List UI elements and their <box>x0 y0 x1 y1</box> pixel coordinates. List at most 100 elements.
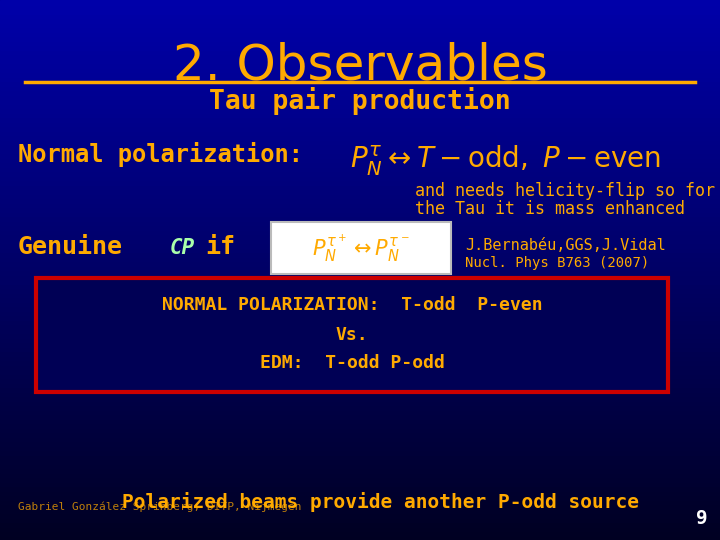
Bar <box>0 355 720 360</box>
Bar <box>0 153 720 158</box>
Bar <box>0 135 720 139</box>
Bar <box>0 58 720 63</box>
Text: 2. Observables: 2. Observables <box>173 42 547 90</box>
Bar <box>0 446 720 450</box>
Bar <box>0 148 720 153</box>
Bar <box>0 256 720 261</box>
Bar <box>0 122 720 126</box>
Text: CP: CP <box>170 238 195 258</box>
Bar <box>0 482 720 486</box>
Bar <box>0 117 720 122</box>
Text: the Tau it is mass enhanced: the Tau it is mass enhanced <box>415 200 685 218</box>
Bar <box>0 418 720 423</box>
Bar <box>0 171 720 176</box>
Bar <box>0 90 720 94</box>
Bar <box>0 288 720 293</box>
Bar <box>0 189 720 193</box>
Bar <box>0 522 720 526</box>
Bar <box>0 50 720 54</box>
Bar <box>0 351 720 355</box>
Bar <box>0 9 720 14</box>
Bar <box>0 320 720 324</box>
Text: and needs helicity-flip so for: and needs helicity-flip so for <box>415 182 715 200</box>
Bar <box>0 202 720 207</box>
Bar <box>0 450 720 455</box>
Text: Gabriel González Sprinberg, DITP, Nijmegen: Gabriel González Sprinberg, DITP, Nijmeg… <box>18 502 302 512</box>
Bar <box>0 216 720 220</box>
Text: Polarized beams provide another P-odd source: Polarized beams provide another P-odd so… <box>122 492 639 512</box>
Bar <box>0 513 720 517</box>
Bar <box>0 212 720 216</box>
Bar <box>0 85 720 90</box>
Bar <box>0 423 720 428</box>
Bar <box>0 315 720 320</box>
Bar <box>0 158 720 162</box>
Bar <box>0 180 720 185</box>
Bar <box>0 382 720 387</box>
Bar <box>0 436 720 441</box>
Bar <box>0 441 720 445</box>
Bar <box>0 293 720 297</box>
Bar <box>0 284 720 288</box>
Bar <box>0 401 720 405</box>
Bar <box>0 428 720 432</box>
Bar <box>0 509 720 513</box>
Text: 9: 9 <box>696 509 708 528</box>
Bar <box>0 18 720 23</box>
Bar <box>0 45 720 50</box>
Bar <box>0 472 720 477</box>
Bar <box>0 324 720 328</box>
Bar <box>0 166 720 171</box>
Text: NORMAL POLARIZATION:  T-odd  P-even: NORMAL POLARIZATION: T-odd P-even <box>162 296 542 314</box>
Bar <box>0 108 720 112</box>
Text: Tau pair production: Tau pair production <box>210 87 510 115</box>
Bar <box>0 347 720 351</box>
Bar <box>0 31 720 36</box>
Bar <box>0 536 720 540</box>
Bar <box>0 279 720 284</box>
Bar <box>0 405 720 409</box>
Bar <box>0 252 720 256</box>
Bar <box>0 144 720 148</box>
Bar <box>0 500 720 504</box>
Text: J.Bernabéu,GGS,J.Vidal: J.Bernabéu,GGS,J.Vidal <box>465 238 666 253</box>
Text: Genuine: Genuine <box>18 235 123 259</box>
Bar <box>0 243 720 247</box>
Bar <box>0 526 720 531</box>
Bar <box>0 261 720 266</box>
Bar <box>0 77 720 81</box>
Bar <box>0 342 720 347</box>
Text: Vs.: Vs. <box>336 326 369 344</box>
Bar <box>0 68 720 72</box>
Bar <box>0 23 720 27</box>
Bar <box>0 490 720 495</box>
Bar <box>0 126 720 131</box>
Bar <box>0 63 720 68</box>
Bar <box>0 531 720 536</box>
Bar <box>0 274 720 279</box>
Bar <box>0 409 720 414</box>
Bar <box>0 266 720 270</box>
Bar <box>0 185 720 189</box>
Bar <box>0 432 720 436</box>
Bar <box>0 131 720 135</box>
Text: $P_N^{\tau^+} \leftrightarrow P_N^{\tau^-}$: $P_N^{\tau^+} \leftrightarrow P_N^{\tau^… <box>312 232 410 264</box>
Text: $P_N^{\tau} \leftrightarrow T-\mathrm{odd},\ P-\mathrm{even}$: $P_N^{\tau} \leftrightarrow T-\mathrm{od… <box>350 144 661 178</box>
Bar <box>0 297 720 301</box>
Bar <box>0 176 720 180</box>
Bar <box>0 139 720 144</box>
Bar <box>0 72 720 77</box>
Text: Normal polarization:: Normal polarization: <box>18 142 303 167</box>
Bar <box>0 306 720 310</box>
Bar <box>0 99 720 104</box>
Bar <box>0 477 720 482</box>
Bar <box>0 4 720 9</box>
Bar <box>0 40 720 45</box>
Bar <box>0 225 720 229</box>
Bar <box>0 112 720 117</box>
Bar <box>0 387 720 392</box>
Bar <box>0 14 720 18</box>
Bar <box>0 270 720 274</box>
Bar <box>0 338 720 342</box>
Bar <box>0 239 720 243</box>
